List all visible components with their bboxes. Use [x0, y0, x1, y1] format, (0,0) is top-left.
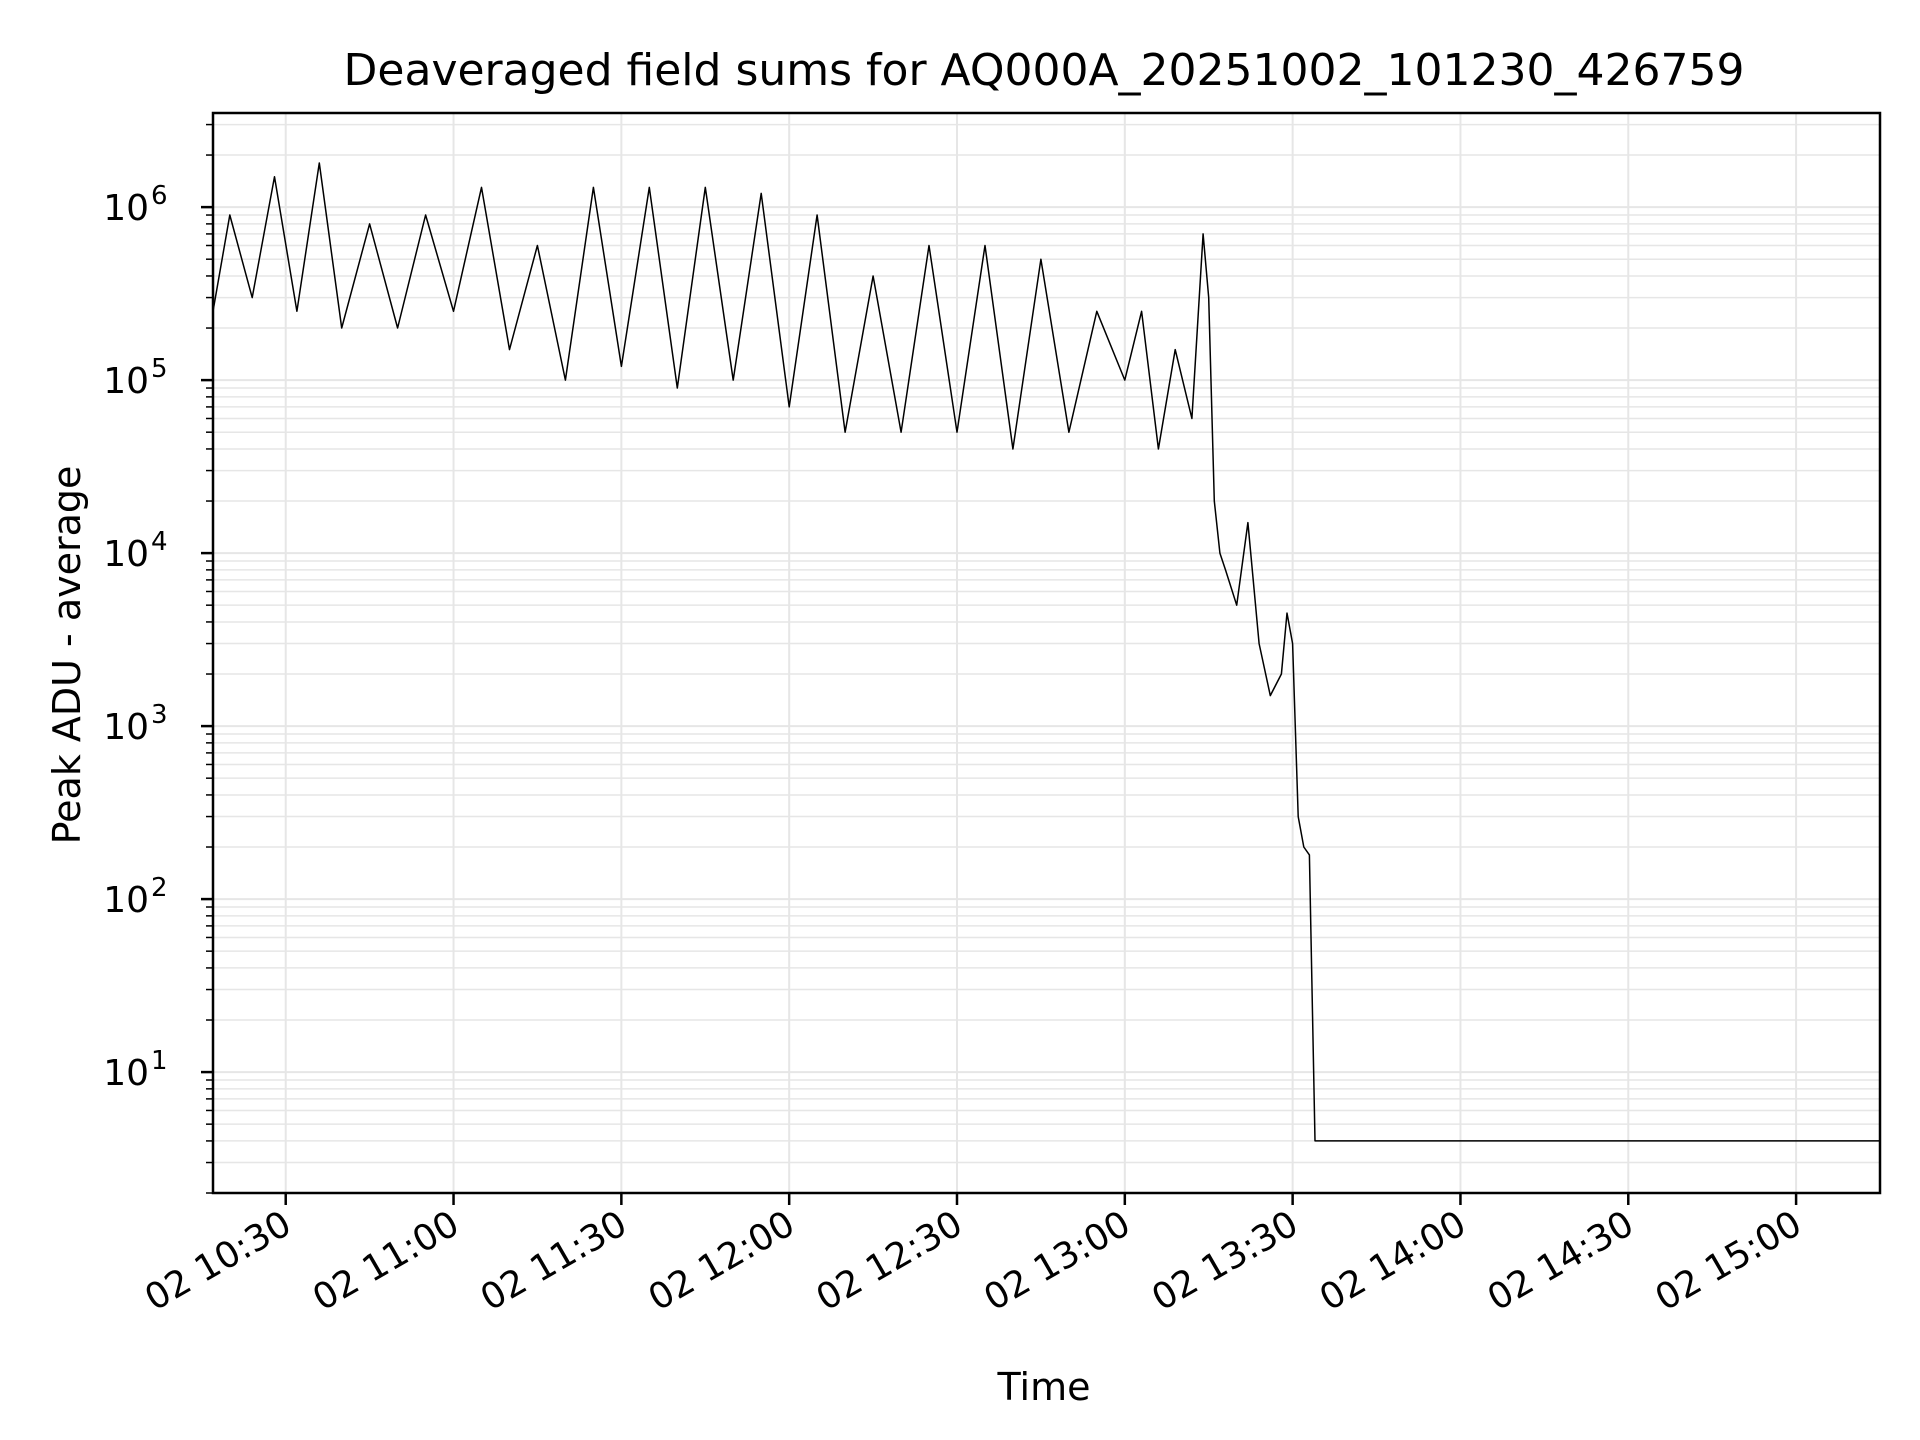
y-tick-label: 10	[103, 880, 149, 921]
data-series-line	[212, 162, 1880, 1142]
y-tick-exponent: 2	[151, 873, 168, 903]
y-tick-exponent: 4	[151, 527, 168, 557]
chart-title: Deaveraged field sums for AQ000A_2025100…	[344, 45, 1745, 96]
y-tick-exponent: 3	[151, 700, 168, 730]
plot-area-frame	[211, 111, 1882, 1195]
y-tick-exponent: 6	[151, 181, 168, 211]
y-tick-label: 10	[103, 361, 149, 402]
y-tick-label: 10	[103, 188, 149, 229]
y-tick-label: 10	[103, 1053, 149, 1094]
y-tick-label: 10	[103, 534, 149, 575]
y-tick-exponent: 1	[151, 1046, 168, 1076]
y-axis-label: Peak ADU - average	[45, 466, 89, 845]
x-axis-label: Time	[997, 1365, 1091, 1409]
y-tick-exponent: 5	[151, 354, 168, 384]
series-layer	[212, 162, 1880, 1142]
grid	[213, 113, 1880, 1194]
y-tick-label: 10	[103, 707, 149, 748]
